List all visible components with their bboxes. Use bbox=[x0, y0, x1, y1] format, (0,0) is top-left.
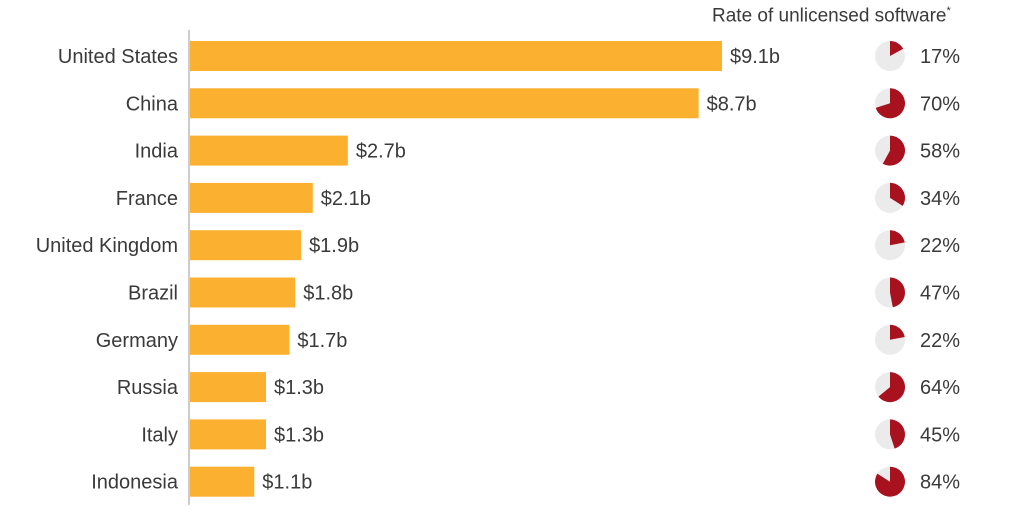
rate-pie-slice bbox=[890, 324, 905, 340]
bar-value-label: $1.3b bbox=[274, 377, 324, 399]
category-label: United Kingdom bbox=[36, 235, 178, 257]
rate-pie-slice bbox=[882, 135, 905, 166]
bar bbox=[190, 182, 313, 213]
rate-percent-label: 22% bbox=[920, 330, 960, 352]
category-label: United States bbox=[58, 46, 178, 68]
rate-title-footnote-mark: * bbox=[946, 5, 951, 17]
bar-value-label: $1.8b bbox=[303, 283, 353, 305]
rate-column-title: Rate of unlicensed software* bbox=[712, 5, 951, 27]
rate-percent-label: 34% bbox=[920, 188, 960, 210]
bar-value-label: $2.1b bbox=[321, 188, 371, 210]
rate-pie-slice bbox=[878, 372, 906, 403]
rate-percent-label: 84% bbox=[920, 472, 960, 494]
category-label: Indonesia bbox=[91, 472, 179, 494]
bar-value-label: $9.1b bbox=[730, 46, 780, 68]
category-label: China bbox=[126, 93, 179, 115]
rate-percent-label: 22% bbox=[920, 235, 960, 257]
bar bbox=[190, 419, 266, 450]
bar bbox=[190, 230, 302, 261]
category-label: France bbox=[116, 188, 178, 210]
bar bbox=[190, 372, 266, 403]
bar-value-label: $2.7b bbox=[356, 141, 406, 163]
bar bbox=[190, 41, 722, 71]
bar-value-label: $1.7b bbox=[297, 330, 347, 352]
category-label: Brazil bbox=[128, 283, 178, 305]
rate-pie-slice bbox=[890, 277, 905, 308]
bar bbox=[190, 88, 699, 119]
rate-percent-label: 17% bbox=[920, 46, 960, 68]
rate-pie-slice bbox=[890, 182, 906, 206]
rate-pie-slice bbox=[890, 419, 906, 449]
rate-title-text: Rate of unlicensed software bbox=[712, 5, 947, 27]
rate-percent-label: 64% bbox=[920, 377, 960, 399]
bar bbox=[190, 277, 296, 308]
bar bbox=[190, 324, 290, 355]
category-label: Russia bbox=[117, 377, 179, 399]
category-label: Italy bbox=[141, 424, 178, 446]
bar bbox=[190, 135, 348, 166]
rate-pie-slice bbox=[890, 41, 904, 56]
category-label: India bbox=[135, 141, 179, 163]
rate-percent-label: 45% bbox=[920, 424, 960, 446]
rate-pie-slice bbox=[875, 466, 906, 497]
rate-pie-slice bbox=[875, 88, 905, 119]
bar-value-label: $8.7b bbox=[707, 93, 757, 115]
rate-percent-label: 70% bbox=[920, 93, 960, 115]
bar bbox=[190, 466, 255, 497]
bar-value-label: $1.1b bbox=[262, 472, 312, 494]
bar-value-label: $1.9b bbox=[309, 235, 359, 257]
rate-percent-label: 47% bbox=[920, 283, 960, 305]
rate-percent-label: 58% bbox=[920, 141, 960, 163]
rate-pie-slice bbox=[890, 230, 905, 246]
category-label: Germany bbox=[96, 330, 178, 352]
bar-value-label: $1.3b bbox=[274, 424, 324, 446]
